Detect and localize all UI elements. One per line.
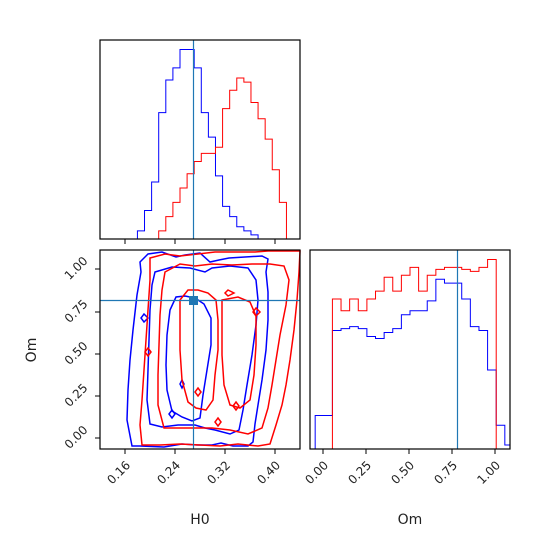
- red-blob: [252, 306, 262, 318]
- blue-histogram-line: [100, 48, 300, 240]
- blue-inner-contour: [146, 265, 259, 435]
- red-blob: [223, 289, 236, 297]
- blue-histogram-line: [310, 278, 510, 450]
- red-contour-series: [139, 250, 301, 447]
- om-marginal-frame: [309, 249, 511, 450]
- red-inner-contour: [179, 289, 219, 411]
- red-blob: [194, 386, 202, 398]
- truth-point: [189, 296, 198, 305]
- blue-blob: [168, 408, 176, 420]
- red-blob: [232, 400, 240, 412]
- red-inner-contour: [221, 296, 257, 409]
- om-histogram-series: [310, 258, 510, 450]
- red-histogram-line: [310, 258, 510, 450]
- joint-panel-frame: [99, 249, 301, 450]
- red-blob: [144, 346, 152, 358]
- x-axis-label-h0: H0: [190, 512, 209, 528]
- red-blob: [214, 416, 222, 428]
- red-outer-contour: [139, 250, 301, 447]
- blue-blob: [140, 312, 150, 324]
- h0-marginal-frame: [99, 39, 301, 240]
- red-middle-contour: [157, 263, 290, 435]
- h0-marginal-ticks: [124, 239, 276, 244]
- blue-outer-contour: [126, 251, 269, 448]
- y-axis-label-om: Om: [24, 338, 40, 363]
- h0-marginal-panel: [99, 39, 301, 244]
- x-axis-label-om: Om: [398, 512, 423, 528]
